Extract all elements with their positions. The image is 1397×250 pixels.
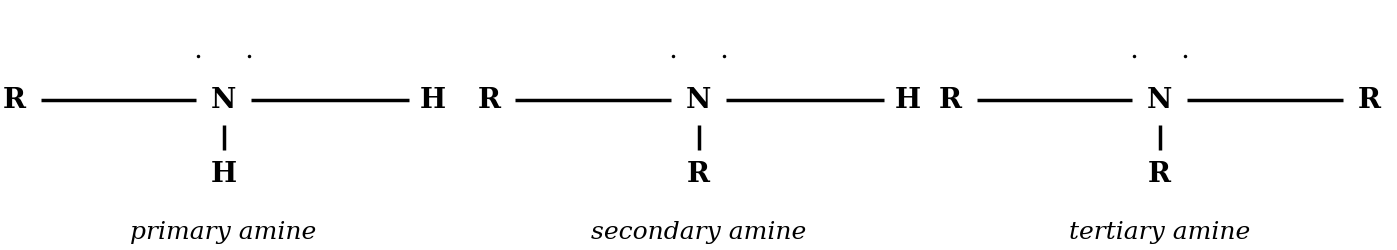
- Text: R: R: [687, 162, 710, 188]
- Text: R: R: [939, 86, 961, 114]
- Text: R: R: [1358, 86, 1380, 114]
- Text: tertiary amine: tertiary amine: [1069, 221, 1250, 244]
- Text: R: R: [1148, 162, 1171, 188]
- Text: N: N: [686, 86, 711, 114]
- Text: H: H: [211, 162, 236, 188]
- Text: secondary amine: secondary amine: [591, 221, 806, 244]
- Text: R: R: [478, 86, 500, 114]
- Text: H: H: [420, 86, 446, 114]
- Text: R: R: [3, 86, 25, 114]
- Text: H: H: [895, 86, 921, 114]
- Text: N: N: [1147, 86, 1172, 114]
- Text: N: N: [211, 86, 236, 114]
- Text: primary amine: primary amine: [130, 221, 317, 244]
